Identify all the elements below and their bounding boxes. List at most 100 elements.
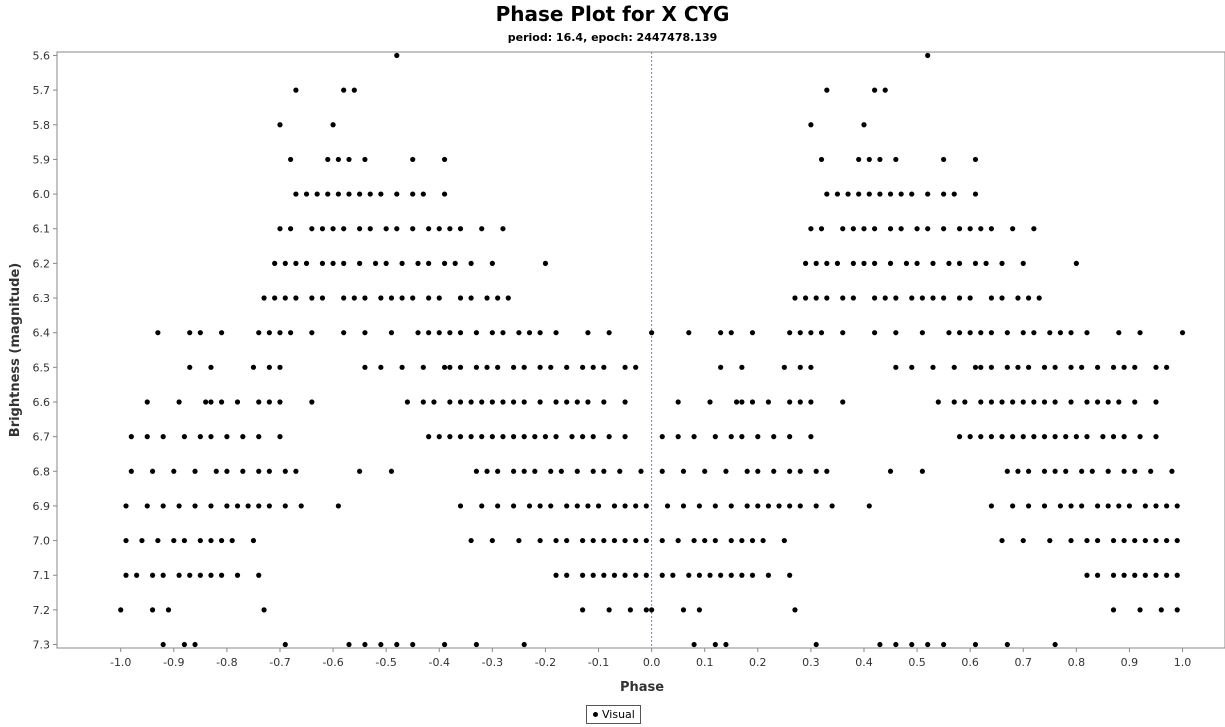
data-point <box>468 260 474 266</box>
data-point <box>797 503 803 509</box>
data-point <box>739 537 745 544</box>
y-tick-label: 7.0 <box>33 535 51 548</box>
data-point <box>197 537 203 544</box>
data-point <box>303 191 310 197</box>
data-point <box>447 434 453 440</box>
data-point <box>187 364 193 370</box>
y-tick-label: 6.3 <box>33 292 51 305</box>
data-point <box>495 364 501 370</box>
x-tick-label: 0.5 <box>908 656 926 669</box>
data-point <box>1010 399 1016 405</box>
data-point <box>1015 364 1021 370</box>
data-point <box>824 295 830 301</box>
data-point <box>118 607 124 613</box>
data-point <box>521 641 527 648</box>
data-point <box>988 226 995 232</box>
data-point <box>919 468 925 474</box>
data-point <box>988 399 995 405</box>
data-point <box>1004 641 1010 648</box>
data-point <box>999 295 1005 301</box>
data-point <box>739 434 745 440</box>
y-tick-label: 7.1 <box>33 569 51 582</box>
data-point <box>144 503 150 509</box>
data-point <box>733 399 740 405</box>
data-point <box>919 295 925 301</box>
data-point <box>149 607 156 613</box>
data-point <box>840 226 846 232</box>
data-point <box>208 434 214 440</box>
data-point <box>314 191 320 197</box>
data-point <box>1084 330 1090 336</box>
data-points <box>118 52 1186 648</box>
data-point <box>426 295 432 301</box>
data-point <box>1068 399 1074 405</box>
data-point <box>1142 503 1148 509</box>
data-point <box>256 572 262 578</box>
data-point <box>978 330 984 336</box>
data-point <box>1073 260 1079 266</box>
data-point <box>643 537 649 544</box>
data-point <box>941 641 947 648</box>
data-point <box>1094 364 1101 370</box>
data-point <box>351 295 357 301</box>
data-point <box>664 503 671 509</box>
data-point <box>553 434 559 440</box>
data-point <box>877 641 883 648</box>
data-point <box>956 226 963 232</box>
data-point <box>378 295 384 301</box>
data-point <box>1142 537 1148 544</box>
data-point <box>983 260 989 266</box>
data-point <box>1010 503 1016 509</box>
data-point <box>728 434 734 440</box>
data-point <box>718 330 724 336</box>
data-point <box>802 260 809 266</box>
data-point <box>967 295 973 301</box>
data-point <box>956 260 963 266</box>
data-point <box>139 537 145 544</box>
data-point <box>601 364 607 370</box>
data-point <box>288 226 294 232</box>
data-point <box>946 260 952 266</box>
data-point <box>1020 537 1026 544</box>
data-point <box>728 537 734 544</box>
data-point <box>622 399 628 405</box>
data-point <box>606 330 612 336</box>
data-point <box>436 295 442 301</box>
data-point <box>234 503 241 509</box>
data-point <box>686 572 692 578</box>
data-point <box>755 434 761 440</box>
data-point <box>510 399 517 405</box>
data-point <box>293 87 299 93</box>
data-point <box>457 434 464 440</box>
x-tick-label: 0.3 <box>802 656 820 669</box>
data-point <box>468 434 474 440</box>
data-point <box>537 364 543 370</box>
data-point <box>309 399 315 405</box>
data-point <box>1153 364 1159 370</box>
data-point <box>914 226 920 232</box>
data-point <box>988 503 995 509</box>
data-point <box>293 295 299 301</box>
data-point <box>447 399 453 405</box>
data-point <box>972 641 979 648</box>
data-point <box>930 295 936 301</box>
x-tick-label: -0.5 <box>375 656 396 669</box>
data-point <box>956 330 963 336</box>
data-point <box>553 330 559 336</box>
data-point <box>298 503 304 509</box>
data-point <box>972 156 979 163</box>
data-point <box>479 399 485 405</box>
data-point <box>489 330 495 336</box>
data-point <box>335 156 341 163</box>
data-point <box>420 364 426 370</box>
data-point <box>808 399 814 405</box>
data-point <box>208 503 214 509</box>
data-point <box>675 399 681 405</box>
data-point <box>627 607 633 613</box>
data-point <box>277 434 283 440</box>
data-point <box>696 607 703 613</box>
data-point <box>787 503 793 509</box>
data-point <box>675 434 681 440</box>
data-point <box>208 537 214 544</box>
